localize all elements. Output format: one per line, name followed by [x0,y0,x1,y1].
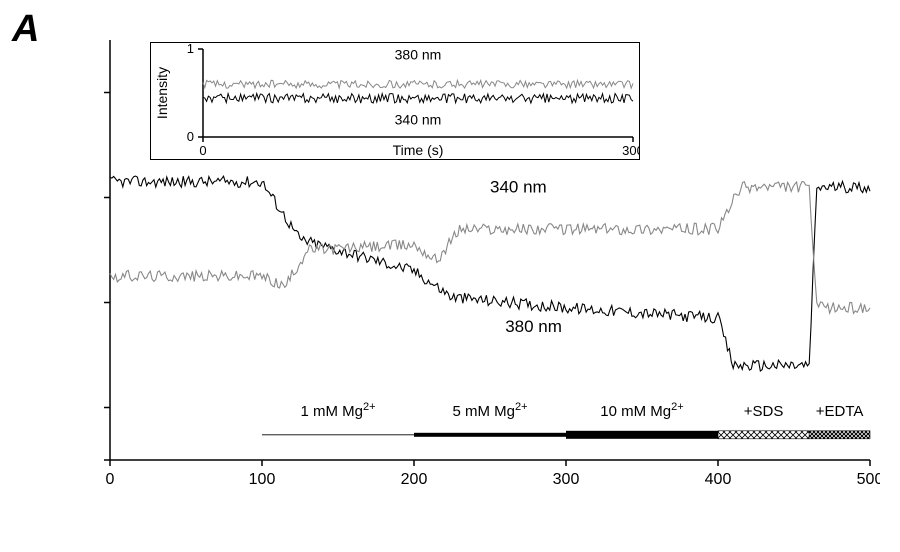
svg-text:340 nm: 340 nm [490,177,547,196]
svg-text:100: 100 [249,471,276,488]
svg-text:+SDS: +SDS [744,403,784,420]
svg-text:300: 300 [553,471,580,488]
svg-text:380 nm: 380 nm [505,317,562,336]
figure-panel: A 0100200300400500510203040Time (s)Inten… [0,0,900,552]
svg-text:300: 300 [622,143,640,158]
svg-text:Time (s): Time (s) [393,142,444,158]
svg-text:1: 1 [187,42,194,56]
svg-text:200: 200 [401,471,428,488]
panel-label: A [12,8,39,51]
svg-text:5 mM Mg2+: 5 mM Mg2+ [452,401,527,420]
svg-text:10 mM Mg2+: 10 mM Mg2+ [600,401,683,420]
svg-text:0: 0 [199,143,206,158]
svg-text:500: 500 [857,471,880,488]
svg-text:0: 0 [187,129,194,144]
inset-chart: 0 300 0 1 Time (s) Intensity 380 nm 340 nm [150,42,640,160]
svg-text:400: 400 [705,471,732,488]
svg-text:0: 0 [106,471,115,488]
svg-text:+EDTA: +EDTA [816,403,864,420]
svg-text:1 mM Mg2+: 1 mM Mg2+ [300,401,375,420]
svg-text:380 nm: 380 nm [395,47,442,63]
svg-text:Intensity: Intensity [154,67,170,119]
svg-text:340 nm: 340 nm [395,112,442,128]
